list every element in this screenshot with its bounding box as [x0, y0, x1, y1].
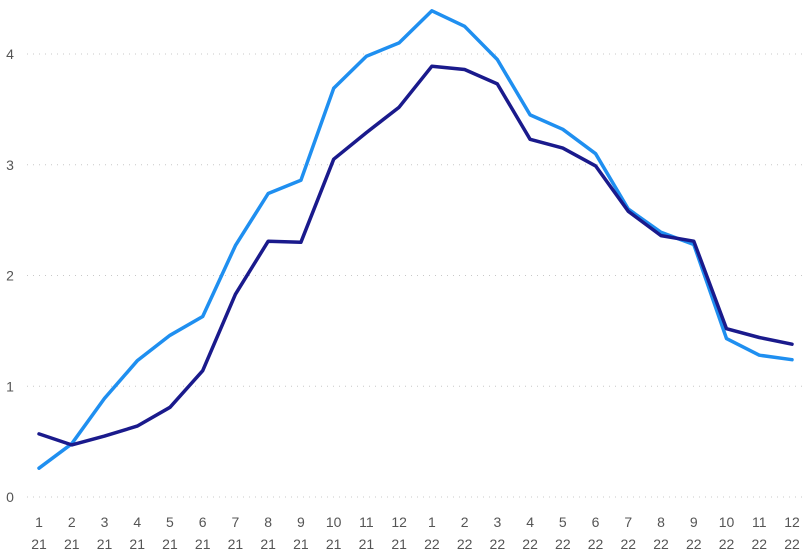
x-tick-month-label: 3: [493, 514, 501, 530]
x-tick-month-label: 12: [391, 514, 407, 530]
x-tick-month-label: 4: [133, 514, 141, 530]
x-tick-year-label: 21: [359, 536, 375, 552]
x-tick-year-label: 22: [555, 536, 571, 552]
x-tick-year-label: 22: [588, 536, 604, 552]
x-tick-year-label: 22: [719, 536, 735, 552]
x-tick-month-label: 3: [101, 514, 109, 530]
x-tick-month-label: 10: [719, 514, 735, 530]
y-tick-label: 3: [6, 157, 14, 173]
x-tick-year-label: 22: [522, 536, 538, 552]
x-tick-month-label: 12: [784, 514, 800, 530]
y-tick-label: 0: [6, 489, 14, 505]
x-tick-year-label: 21: [31, 536, 47, 552]
x-tick-month-label: 2: [68, 514, 76, 530]
x-tick-month-label: 5: [559, 514, 567, 530]
x-tick-year-label: 22: [784, 536, 800, 552]
x-tick-year-label: 22: [621, 536, 637, 552]
x-tick-month-label: 1: [428, 514, 436, 530]
x-tick-year-label: 22: [751, 536, 767, 552]
x-tick-month-label: 1: [35, 514, 43, 530]
series-line-1: [37, 9, 794, 470]
y-tick-label: 1: [6, 378, 14, 394]
x-axis: 1212213214215216217218219211021112112211…: [31, 514, 800, 552]
x-tick-year-label: 21: [129, 536, 145, 552]
x-tick-month-label: 11: [359, 514, 374, 530]
x-tick-year-label: 21: [64, 536, 80, 552]
y-gridlines: [27, 53, 805, 498]
x-tick-month-label: 8: [264, 514, 272, 530]
x-tick-year-label: 22: [653, 536, 669, 552]
x-tick-year-label: 22: [686, 536, 702, 552]
x-tick-year-label: 21: [195, 536, 211, 552]
x-tick-month-label: 9: [690, 514, 698, 530]
series-line-2: [37, 64, 794, 447]
x-tick-year-label: 21: [260, 536, 276, 552]
x-tick-year-label: 22: [457, 536, 473, 552]
x-tick-year-label: 21: [391, 536, 407, 552]
x-tick-month-label: 7: [624, 514, 632, 530]
x-tick-month-label: 8: [657, 514, 665, 530]
x-tick-month-label: 2: [461, 514, 469, 530]
x-tick-year-label: 21: [293, 536, 309, 552]
x-tick-month-label: 11: [752, 514, 767, 530]
y-tick-label: 4: [6, 46, 14, 62]
x-tick-month-label: 4: [526, 514, 534, 530]
x-tick-year-label: 22: [424, 536, 440, 552]
series-lines: [37, 9, 794, 470]
x-tick-year-label: 21: [97, 536, 113, 552]
x-tick-month-label: 6: [199, 514, 207, 530]
x-tick-month-label: 10: [326, 514, 342, 530]
x-tick-month-label: 5: [166, 514, 174, 530]
x-tick-year-label: 21: [326, 536, 342, 552]
x-tick-month-label: 7: [232, 514, 240, 530]
x-tick-month-label: 6: [592, 514, 600, 530]
y-axis: 0 1 2 3 4: [6, 46, 14, 505]
x-tick-year-label: 22: [490, 536, 506, 552]
y-tick-label: 2: [6, 268, 14, 284]
x-tick-month-label: 9: [297, 514, 305, 530]
x-tick-year-label: 21: [228, 536, 244, 552]
x-tick-year-label: 21: [162, 536, 178, 552]
